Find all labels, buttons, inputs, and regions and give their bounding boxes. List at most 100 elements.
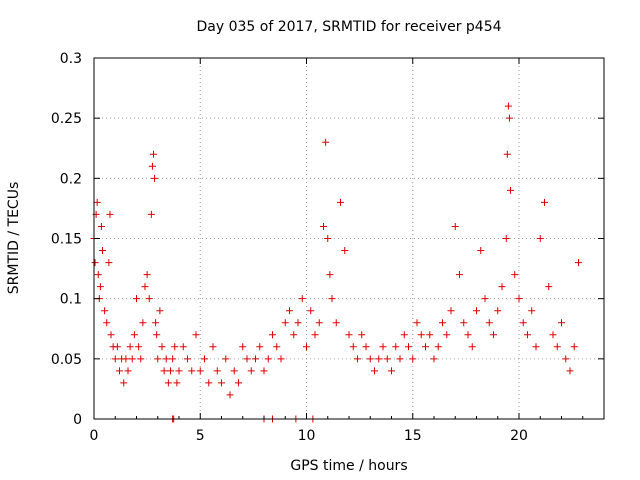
data-point bbox=[153, 331, 161, 339]
data-point bbox=[145, 295, 153, 303]
data-point bbox=[298, 295, 306, 303]
data-point bbox=[553, 343, 561, 351]
data-point bbox=[498, 283, 506, 291]
data-point bbox=[252, 355, 259, 363]
data-point bbox=[122, 355, 130, 363]
data-point bbox=[97, 222, 105, 230]
data-point bbox=[315, 319, 323, 327]
data-point bbox=[209, 343, 217, 351]
data-point bbox=[426, 331, 434, 339]
data-point bbox=[575, 259, 582, 267]
data-point bbox=[218, 379, 225, 387]
data-point bbox=[505, 114, 513, 122]
data-point bbox=[558, 319, 565, 327]
data-point bbox=[256, 343, 264, 351]
data-point bbox=[133, 295, 140, 303]
data-point bbox=[515, 295, 523, 303]
data-point bbox=[354, 355, 361, 363]
data-point bbox=[169, 355, 177, 363]
data-point bbox=[570, 343, 578, 351]
data-point bbox=[447, 307, 455, 315]
data-point bbox=[349, 343, 357, 351]
data-point bbox=[148, 162, 156, 170]
data-point bbox=[130, 331, 138, 339]
data-point bbox=[541, 198, 548, 206]
data-point bbox=[320, 222, 327, 230]
data-point bbox=[111, 355, 119, 363]
data-point bbox=[324, 235, 332, 242]
data-point bbox=[164, 379, 172, 387]
data-point bbox=[213, 367, 221, 375]
data-point bbox=[434, 343, 442, 351]
data-point bbox=[269, 331, 276, 339]
data-point bbox=[124, 367, 132, 375]
data-point bbox=[417, 331, 425, 339]
data-point bbox=[101, 307, 109, 315]
data-point bbox=[151, 174, 159, 182]
y-tick-label: 0.3 bbox=[60, 51, 82, 67]
data-point bbox=[502, 235, 510, 242]
data-point bbox=[235, 379, 242, 387]
data-point bbox=[451, 222, 459, 230]
data-point bbox=[116, 367, 123, 375]
data-point bbox=[490, 331, 497, 339]
y-tick-label: 0.05 bbox=[51, 352, 82, 368]
data-point bbox=[413, 319, 421, 327]
data-point bbox=[137, 355, 145, 363]
data-point bbox=[536, 235, 544, 242]
data-point bbox=[222, 355, 230, 363]
data-point bbox=[192, 331, 200, 339]
data-point bbox=[264, 355, 272, 363]
data-point bbox=[106, 210, 114, 218]
grid-lines bbox=[94, 58, 604, 419]
data-point bbox=[311, 331, 319, 339]
data-point bbox=[205, 379, 213, 387]
chart-title: Day 035 of 2017, SRMTID for receiver p45… bbox=[196, 19, 501, 35]
data-point bbox=[167, 367, 174, 375]
data-point bbox=[439, 319, 446, 327]
data-point bbox=[507, 186, 514, 194]
data-point bbox=[162, 355, 170, 363]
data-point bbox=[392, 343, 400, 351]
data-point bbox=[494, 307, 502, 315]
data-point bbox=[188, 367, 196, 375]
data-point bbox=[290, 331, 298, 339]
data-point bbox=[460, 319, 468, 327]
y-tick-label: 0.1 bbox=[60, 292, 82, 308]
data-point bbox=[562, 355, 570, 363]
data-point bbox=[173, 379, 181, 387]
data-point bbox=[184, 355, 191, 363]
data-point bbox=[99, 247, 106, 255]
data-point bbox=[332, 319, 340, 327]
data-point bbox=[322, 138, 330, 146]
data-point bbox=[196, 367, 204, 375]
data-point bbox=[120, 379, 128, 387]
data-point bbox=[358, 331, 366, 339]
x-tick-label: 10 bbox=[298, 428, 316, 444]
data-point bbox=[152, 319, 160, 327]
data-point bbox=[91, 259, 99, 267]
data-point bbox=[503, 150, 511, 158]
data-point bbox=[160, 367, 168, 375]
x-axis-title: GPS time / hours bbox=[290, 458, 407, 474]
y-tick-label: 0.15 bbox=[51, 232, 82, 248]
data-point bbox=[519, 319, 527, 327]
data-point bbox=[326, 271, 334, 279]
data-point bbox=[532, 343, 540, 351]
data-point bbox=[105, 259, 113, 267]
data-point bbox=[239, 343, 247, 351]
data-point bbox=[388, 367, 395, 375]
data-point bbox=[201, 355, 208, 363]
data-point bbox=[273, 343, 281, 351]
data-point bbox=[94, 271, 102, 279]
data-point bbox=[375, 355, 383, 363]
data-point bbox=[379, 343, 387, 351]
data-point bbox=[281, 319, 289, 327]
data-point bbox=[143, 271, 151, 279]
data-point bbox=[400, 331, 408, 339]
data-point bbox=[113, 343, 121, 351]
data-point bbox=[294, 319, 302, 327]
data-point bbox=[430, 355, 438, 363]
data-point bbox=[371, 367, 378, 375]
data-point bbox=[477, 247, 485, 255]
